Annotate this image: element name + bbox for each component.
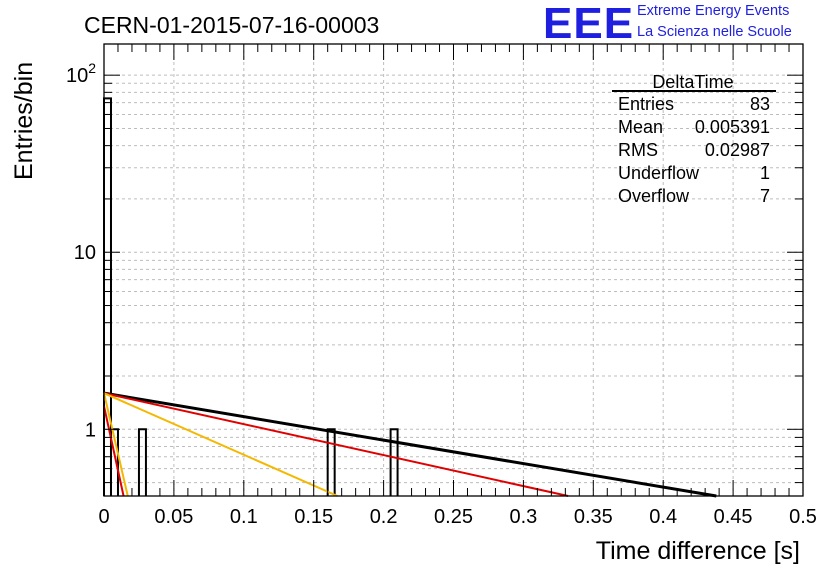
- eee-logo-letters: EEE: [543, 0, 635, 48]
- x-tick-label: 0.1: [230, 506, 258, 528]
- x-tick-label: 0.35: [574, 506, 613, 528]
- fit-line: [103, 391, 717, 498]
- logo-line-2: La Scienza nelle Scuole: [637, 24, 792, 40]
- fit-line: [103, 392, 569, 497]
- stats-row-value: 83: [750, 94, 770, 114]
- chart-title: CERN-01-2015-07-16-00003: [84, 12, 379, 38]
- axis-ticks: [103, 44, 804, 496]
- x-tick-label: 0.25: [434, 506, 473, 528]
- stats-row-label: Entries: [618, 94, 674, 114]
- fit-line: [103, 392, 338, 497]
- x-axis-label: Time difference [s]: [596, 537, 800, 565]
- stats-row-value: 1: [760, 163, 770, 183]
- stats-row-value: 0.005391: [695, 117, 770, 137]
- y-tick-label: 102: [66, 60, 96, 87]
- x-tick-label: 0: [98, 506, 109, 528]
- fit-line: [103, 406, 125, 497]
- stats-row-label: Underflow: [618, 163, 700, 183]
- y-tick-label: 10: [74, 242, 96, 264]
- histogram-bar: [326, 428, 336, 496]
- x-tick-label: 0.45: [714, 506, 753, 528]
- stats-row-value: 0.02987: [705, 140, 770, 160]
- stats-box: DeltaTime Entries 83 Mean 0.005391 RMS 0.0298…: [612, 72, 776, 206]
- stats-row-value: 7: [760, 186, 770, 206]
- stats-row-label: Mean: [618, 117, 663, 137]
- stats-row-label: Overflow: [618, 186, 690, 206]
- histogram-bar: [389, 428, 399, 496]
- fit-line: [103, 392, 129, 497]
- y-axis-label: Entries/bin: [10, 62, 38, 180]
- histogram-bar: [137, 428, 147, 496]
- x-tick-label: 0.5: [789, 506, 817, 528]
- stats-box-title: DeltaTime: [652, 72, 733, 92]
- x-tick-label: 0.05: [154, 506, 193, 528]
- x-tick-label: 0.15: [294, 506, 333, 528]
- y-tick-labels: 1 10 102: [66, 60, 96, 441]
- logo-line-1: Extreme Energy Events: [637, 3, 790, 19]
- grid: [104, 44, 803, 496]
- fit-lines: [103, 391, 717, 498]
- x-tick-label: 0.2: [370, 506, 398, 528]
- stats-row-label: RMS: [618, 140, 658, 160]
- x-tick-label: 0.4: [649, 506, 677, 528]
- x-tick-labels: 0 0.05 0.1 0.15 0.2 0.25 0.3 0.35 0.4 0.45 0.5: [98, 506, 816, 528]
- x-tick-label: 0.3: [509, 506, 537, 528]
- y-tick-label: 1: [85, 419, 96, 441]
